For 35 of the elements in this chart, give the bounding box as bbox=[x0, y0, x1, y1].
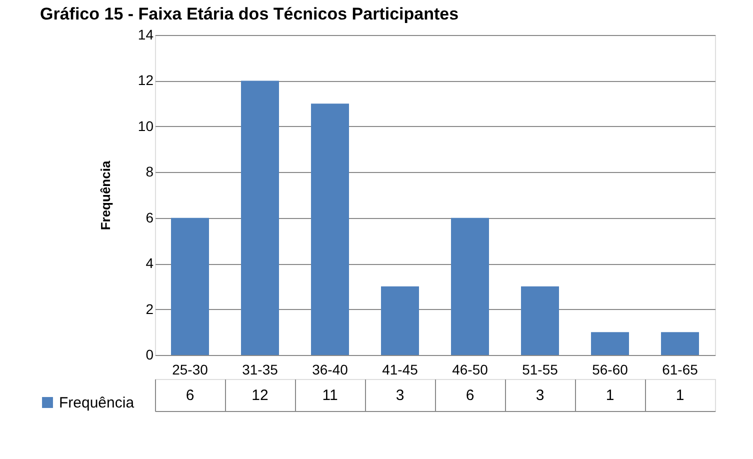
x-tick-label: 51-55 bbox=[522, 362, 558, 378]
y-tick-label: 8 bbox=[146, 164, 154, 180]
x-tick-label: 56-60 bbox=[592, 362, 628, 378]
data-label: 3 bbox=[536, 387, 544, 404]
data-label: 6 bbox=[186, 387, 194, 404]
chart-title: Gráfico 15 - Faixa Etária dos Técnicos Participantes bbox=[40, 4, 459, 24]
bar bbox=[661, 332, 699, 355]
bar bbox=[381, 286, 419, 355]
bar bbox=[171, 218, 209, 355]
data-label: 12 bbox=[252, 387, 268, 404]
bar bbox=[591, 332, 629, 355]
y-tick-label: 6 bbox=[146, 209, 154, 226]
x-tick-label: 25-30 bbox=[172, 362, 208, 378]
x-tick-label: 41-45 bbox=[382, 362, 418, 378]
bar bbox=[241, 80, 279, 355]
y-tick-label: 2 bbox=[146, 300, 154, 317]
bar bbox=[451, 218, 489, 355]
y-tick-label: 12 bbox=[138, 72, 154, 88]
y-tick-label: 0 bbox=[146, 346, 154, 362]
data-label: 6 bbox=[466, 387, 474, 404]
x-tick-label: 31-35 bbox=[242, 362, 278, 378]
data-label: 3 bbox=[396, 387, 404, 404]
data-label: 1 bbox=[606, 387, 614, 404]
y-tick-label: 14 bbox=[138, 26, 154, 42]
x-tick-label: 46-50 bbox=[452, 362, 488, 378]
y-axis-title: Frequência bbox=[98, 160, 113, 230]
bar bbox=[521, 286, 559, 355]
x-tick-label: 36-40 bbox=[312, 362, 348, 378]
data-label: 1 bbox=[676, 387, 684, 404]
legend-label: Frequência bbox=[59, 394, 135, 412]
y-tick-label: 10 bbox=[138, 118, 154, 134]
bar bbox=[311, 104, 349, 355]
data-label: 11 bbox=[322, 387, 338, 404]
x-tick-label: 61-65 bbox=[662, 362, 698, 378]
y-tick-label: 4 bbox=[146, 255, 154, 272]
